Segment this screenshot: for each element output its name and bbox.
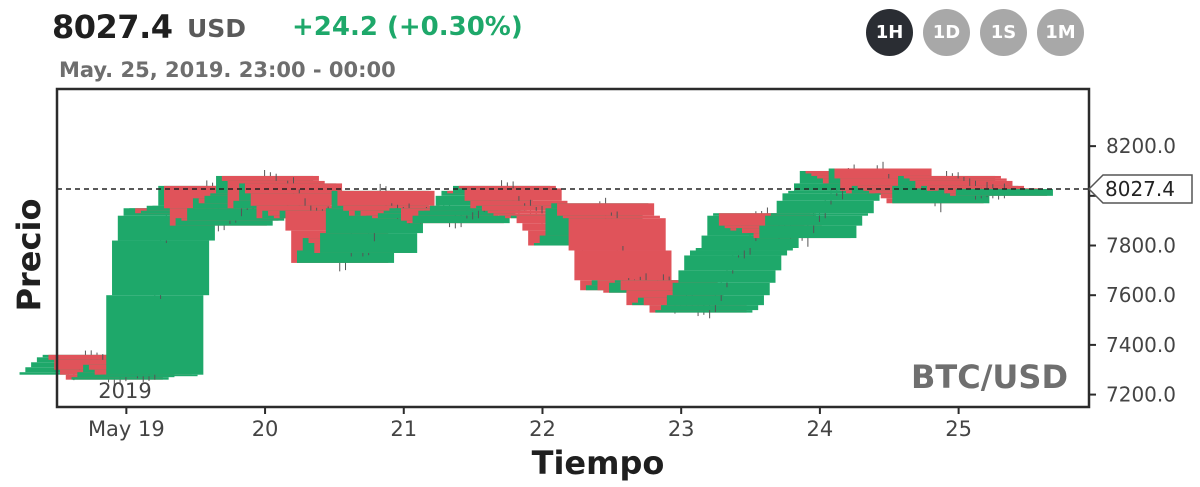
x-axis: May 19 20 21 22 23 24 25 (88, 407, 972, 441)
plot-frame (55, 87, 1091, 409)
candle-body (562, 215, 660, 219)
x-tick-label: 25 (945, 417, 972, 441)
last-price-marker: 8027.4 (1087, 174, 1193, 204)
y-tick-label: 7800.0 (1106, 234, 1176, 258)
candle-body (765, 215, 863, 226)
interval-1s-button[interactable]: 1S (980, 9, 1027, 56)
candle-body (493, 213, 591, 216)
y-axis-title: Precio (10, 199, 48, 312)
x-axis-title: Tiempo (532, 444, 665, 482)
candle-body (655, 310, 753, 313)
candle-body (903, 175, 1001, 179)
current-price: 8027.4 (52, 8, 173, 46)
candle-body (770, 213, 868, 216)
interval-1d-button[interactable]: 1D (923, 9, 970, 56)
candle-body (672, 282, 770, 296)
candle-body (481, 205, 580, 211)
candle-body (487, 210, 585, 214)
candle-body (175, 218, 273, 226)
candle-body (48, 354, 146, 360)
x-tick-label: 23 (668, 417, 695, 441)
last-price-box (1087, 174, 1193, 204)
candle-body (955, 189, 1053, 196)
candle-body (574, 250, 672, 281)
x-tick-label: 24 (807, 417, 834, 441)
interval-1m-button[interactable]: 1M (1037, 9, 1084, 56)
interval-1h-button[interactable]: 1H (866, 9, 913, 56)
candle-body (71, 377, 169, 380)
y-tick-label: 7200.0 (1106, 383, 1176, 407)
candle-body (620, 280, 718, 291)
candle-body (695, 248, 793, 251)
candle-body (250, 193, 348, 206)
candle-body (834, 168, 932, 179)
candle-body (568, 218, 666, 251)
x-tick-label: 21 (390, 417, 417, 441)
candle-body (909, 178, 1007, 181)
candle-body (106, 295, 204, 375)
year-label: 2019 (98, 379, 151, 403)
x-tick-label: 20 (252, 417, 279, 441)
candle-body (418, 210, 516, 216)
candle-body (320, 233, 418, 253)
candle-body (337, 190, 435, 206)
candle-body (915, 180, 1013, 189)
candle-body (296, 250, 395, 263)
candle-body (424, 210, 522, 213)
candle-body (776, 200, 874, 214)
candle-body (701, 235, 799, 248)
currency-label: USD (187, 14, 247, 43)
x-tick-label: 22 (529, 417, 556, 441)
candle-body (100, 374, 198, 377)
candle-body (470, 200, 568, 209)
candle-body (661, 305, 759, 311)
candle-body (684, 255, 782, 271)
y-tick-label: 7600.0 (1106, 283, 1176, 307)
candle-body (788, 190, 886, 194)
symbol-watermark: BTC/USD (911, 358, 1068, 396)
candle-body (666, 295, 764, 306)
price-change: +24.2 (+0.30%) (292, 12, 523, 42)
candle-body (464, 188, 562, 201)
candle-body (557, 203, 655, 216)
candle-body (112, 240, 210, 296)
interval-selector: 1H 1D 1S 1M (866, 9, 1084, 56)
date-range: May. 25, 2019. 23:00 - 00:00 (59, 58, 396, 82)
candles-layer (19, 161, 1053, 387)
candle-body (678, 270, 776, 283)
candle-body (412, 215, 510, 224)
y-tick-label: 8200.0 (1106, 134, 1176, 158)
candle-body (689, 250, 788, 256)
candle-body (221, 175, 319, 181)
y-tick-label: 7400.0 (1106, 333, 1176, 357)
candle-body (759, 225, 857, 239)
candle-body (458, 185, 556, 189)
last-price-label: 8027.4 (1105, 177, 1175, 201)
x-tick-label: May 19 (88, 417, 165, 441)
candle-body (782, 193, 880, 201)
